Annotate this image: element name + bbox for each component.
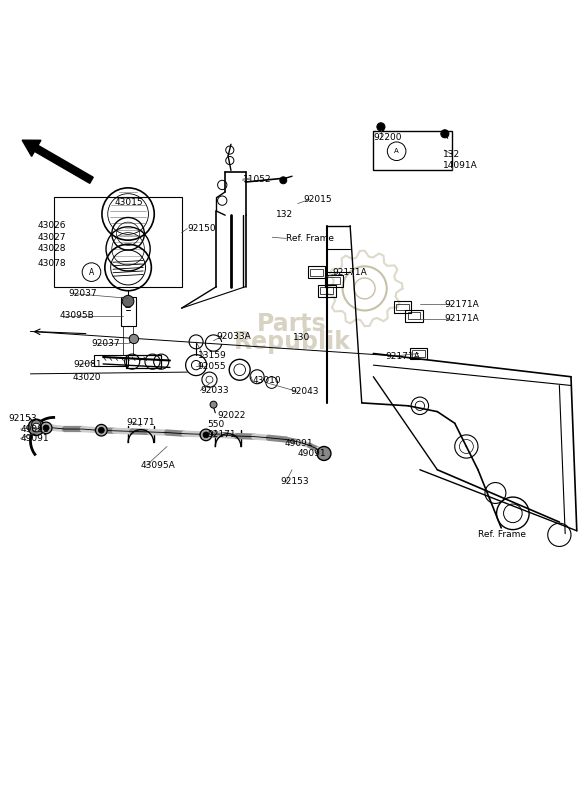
Text: 92200: 92200	[373, 133, 402, 142]
Bar	[318, 285, 336, 297]
Bar	[412, 350, 425, 357]
Bar	[308, 266, 325, 278]
Text: 92153: 92153	[8, 414, 37, 423]
Circle shape	[280, 177, 287, 184]
Bar	[325, 275, 343, 286]
Text: 43020: 43020	[73, 374, 102, 382]
Bar	[410, 348, 427, 359]
Text: 92081: 92081	[73, 360, 102, 369]
Circle shape	[203, 432, 209, 438]
Text: A: A	[89, 268, 94, 277]
Text: 43026: 43026	[38, 221, 67, 230]
Circle shape	[317, 446, 331, 461]
Circle shape	[96, 425, 107, 436]
Text: 92043: 92043	[291, 386, 319, 396]
Text: 49091: 49091	[298, 449, 326, 458]
Bar	[405, 310, 423, 322]
Bar	[373, 131, 452, 170]
Text: 92033A: 92033A	[217, 331, 251, 341]
Text: 92037: 92037	[68, 289, 97, 298]
Circle shape	[99, 427, 105, 433]
Text: 132: 132	[276, 210, 293, 218]
Text: 43010: 43010	[252, 376, 281, 386]
Text: 92153: 92153	[280, 477, 309, 486]
Circle shape	[40, 422, 52, 434]
Text: 130: 130	[293, 333, 311, 342]
Text: 92022: 92022	[218, 410, 246, 420]
Text: 132: 132	[443, 150, 460, 158]
Text: 43095A: 43095A	[141, 461, 176, 470]
Text: 43095B: 43095B	[60, 311, 94, 320]
Text: 550: 550	[208, 420, 225, 429]
Text: A: A	[394, 148, 399, 154]
Circle shape	[200, 429, 212, 441]
Text: Ref. Frame: Ref. Frame	[286, 234, 334, 243]
Circle shape	[32, 423, 40, 431]
Text: Ref. Frame: Ref. Frame	[478, 530, 526, 539]
Circle shape	[129, 334, 138, 344]
Bar	[95, 354, 128, 366]
Bar	[328, 278, 340, 284]
Text: 92015: 92015	[304, 195, 332, 204]
Bar	[321, 287, 333, 294]
Circle shape	[377, 122, 385, 131]
Text: Republik: Republik	[234, 330, 350, 354]
Text: 92037: 92037	[92, 338, 120, 347]
Text: 92150: 92150	[187, 224, 216, 233]
Text: Parts: Parts	[257, 313, 327, 337]
Bar	[120, 297, 135, 326]
FancyArrow shape	[22, 140, 93, 183]
Circle shape	[122, 295, 134, 307]
Text: 92171A: 92171A	[444, 299, 479, 309]
Text: 43027: 43027	[38, 233, 67, 242]
Bar	[126, 355, 161, 368]
Text: 11052: 11052	[242, 174, 271, 184]
Text: 92171A: 92171A	[385, 352, 420, 361]
Circle shape	[441, 130, 449, 138]
Text: 92171A: 92171A	[333, 268, 367, 277]
Text: 92171A: 92171A	[444, 314, 479, 323]
Circle shape	[210, 401, 217, 408]
Bar	[54, 197, 182, 286]
Text: 92055: 92055	[198, 362, 227, 370]
Bar	[310, 269, 323, 276]
Text: 43028: 43028	[38, 244, 67, 254]
Text: 14091A: 14091A	[443, 162, 478, 170]
Text: 13159: 13159	[198, 351, 227, 360]
Bar	[408, 312, 420, 319]
Bar	[396, 303, 409, 310]
Text: 49091: 49091	[20, 434, 49, 443]
Circle shape	[43, 425, 49, 431]
Bar	[394, 301, 411, 313]
Text: 43078: 43078	[38, 259, 67, 268]
Text: 43015: 43015	[114, 198, 143, 207]
Text: 92171: 92171	[208, 430, 237, 438]
Circle shape	[28, 419, 44, 435]
Text: 92171: 92171	[126, 418, 155, 426]
Text: 49091: 49091	[284, 439, 313, 448]
Text: 92033: 92033	[200, 386, 229, 395]
Text: 49091: 49091	[20, 425, 49, 434]
